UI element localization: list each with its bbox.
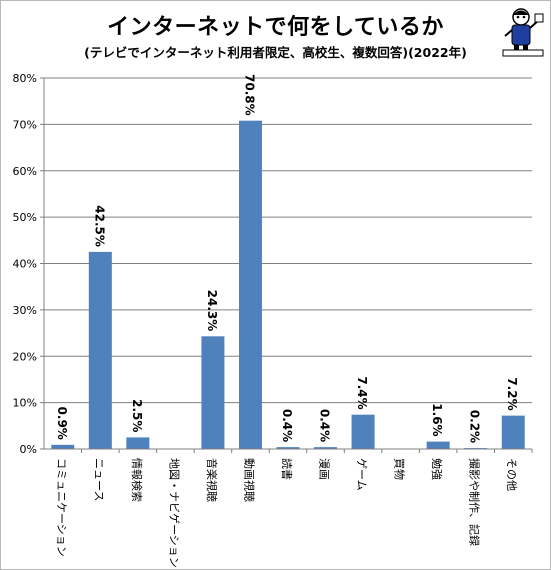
bar bbox=[238, 120, 262, 449]
category-label: ニュース bbox=[92, 458, 105, 501]
category-label: 動画視聴 bbox=[242, 458, 256, 502]
axes bbox=[40, 77, 533, 453]
data-label: 0.4% bbox=[318, 409, 332, 442]
y-tick-label: 30% bbox=[13, 304, 37, 317]
data-label: 42.5% bbox=[92, 205, 106, 247]
mascot-logo bbox=[502, 8, 544, 57]
category-label: 買物 bbox=[393, 458, 407, 480]
bar bbox=[126, 437, 150, 449]
y-tick-label: 20% bbox=[13, 350, 37, 363]
bar bbox=[51, 444, 75, 449]
y-tick-label: 70% bbox=[13, 118, 37, 131]
bar bbox=[314, 447, 338, 449]
y-tick-label: 50% bbox=[13, 211, 37, 224]
data-label: 70.8% bbox=[242, 74, 256, 116]
category-label: 音楽視聴 bbox=[205, 458, 219, 502]
y-tick-label: 40% bbox=[13, 258, 37, 271]
bar bbox=[88, 251, 112, 449]
y-tick-label: 60% bbox=[13, 165, 37, 178]
category-label: 勉強 bbox=[430, 458, 444, 480]
category-label: ゲーム bbox=[355, 458, 368, 491]
category-label: その他 bbox=[505, 458, 518, 491]
y-axis-tick-labels: 0% 10% 20% 30% 40% 50% 60% 70% 80% bbox=[13, 72, 37, 456]
category-label: 漫画 bbox=[318, 458, 332, 480]
category-label: 地図・ナビゲーション bbox=[167, 458, 180, 568]
chart-title: インターネットで何をしているか bbox=[107, 15, 444, 40]
bar bbox=[501, 415, 525, 449]
data-label: 7.2% bbox=[505, 377, 519, 410]
bars bbox=[51, 120, 525, 449]
bar bbox=[276, 447, 300, 449]
category-label: コミュニケーション bbox=[55, 458, 68, 557]
data-label: 1.6% bbox=[430, 403, 444, 436]
category-label: 情報検索 bbox=[130, 458, 144, 502]
x-axis-category-labels: コミュニケーション ニュース 情報検索 地図・ナビゲーション 音楽視聴 動画視聴 読書 漫画 ゲ… bbox=[55, 458, 518, 568]
bar bbox=[426, 441, 450, 449]
gridlines bbox=[44, 77, 532, 404]
y-tick-label: 10% bbox=[13, 397, 37, 410]
data-label: 24.3% bbox=[205, 290, 219, 332]
data-label: 0.9% bbox=[55, 407, 69, 440]
data-label: 7.4% bbox=[355, 376, 369, 409]
bar bbox=[351, 414, 375, 449]
data-label: 0.4% bbox=[280, 409, 294, 442]
chart-subtitle: (テレビでインターネット利用者限定、高校生、複数回答)(2022年) bbox=[84, 45, 467, 60]
data-labels: 0.9% 42.5% 2.5% 24.3% 70.8% 0.4% 0.4% 7.4% 1.6% 0… bbox=[55, 74, 519, 443]
data-label: 0.2% bbox=[468, 410, 482, 443]
category-label: 撮影や制作、記録 bbox=[468, 458, 482, 546]
category-label: 読書 bbox=[280, 458, 294, 480]
y-tick-label: 0% bbox=[20, 443, 37, 456]
y-tick-label: 80% bbox=[13, 72, 37, 85]
data-label: 2.5% bbox=[130, 399, 144, 432]
bar bbox=[201, 336, 225, 449]
